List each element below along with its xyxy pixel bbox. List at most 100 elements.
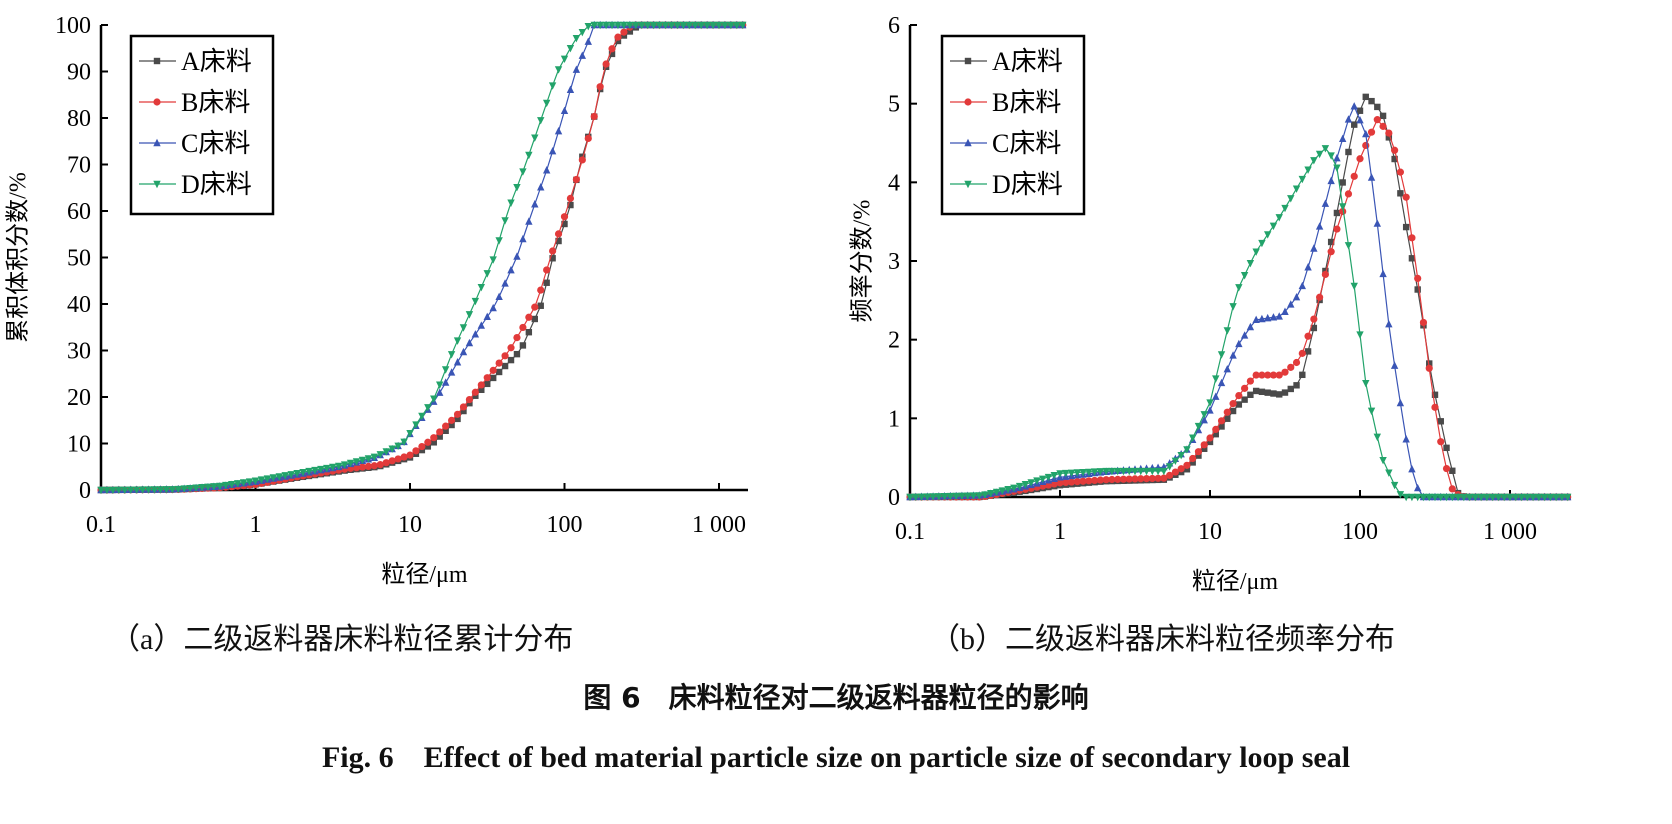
legend-label: C床料 — [992, 129, 1061, 158]
data-point-marker — [1517, 493, 1526, 502]
data-point-marker — [578, 156, 586, 164]
data-point-marker — [1298, 349, 1306, 357]
data-point-marker — [906, 493, 914, 502]
data-point-marker — [513, 350, 521, 358]
data-point-marker — [542, 99, 551, 108]
data-point-marker — [1189, 454, 1197, 463]
data-point-marker — [1298, 175, 1307, 184]
data-point-marker — [1281, 307, 1289, 315]
data-point-marker — [484, 380, 491, 388]
legend-label: A床料 — [181, 47, 252, 76]
data-point-marker — [495, 292, 503, 301]
data-point-marker — [441, 378, 450, 386]
data-point-marker — [471, 388, 479, 396]
data-point-marker — [1310, 157, 1318, 165]
data-point-marker — [1275, 312, 1283, 320]
data-point-marker — [1217, 417, 1226, 425]
data-point-marker — [489, 374, 497, 382]
data-point-marker — [364, 462, 373, 471]
data-point-marker — [1299, 371, 1306, 379]
data-point-marker — [1258, 371, 1266, 379]
data-point-marker — [1148, 474, 1156, 483]
data-point-marker — [1396, 398, 1405, 407]
data-point-marker — [1125, 475, 1133, 483]
data-point-marker — [531, 315, 538, 323]
data-point-marker — [1408, 234, 1416, 242]
data-point-marker — [584, 37, 592, 45]
data-point-marker — [495, 237, 503, 245]
data-point-marker — [115, 486, 123, 495]
data-point-marker — [1402, 435, 1410, 443]
data-point-marker — [1425, 493, 1433, 502]
data-point-marker — [453, 358, 462, 366]
data-point-marker — [531, 303, 539, 311]
legend-marker — [964, 57, 972, 65]
data-point-marker — [1431, 403, 1439, 411]
legend-marker — [153, 57, 161, 65]
data-point-marker — [1373, 116, 1381, 124]
data-point-marker — [1160, 467, 1168, 476]
data-point-marker — [525, 313, 533, 321]
y-tick-label: 6 — [888, 13, 900, 39]
data-point-marker — [923, 493, 932, 501]
data-point-marker — [1131, 475, 1139, 483]
data-point-marker — [198, 484, 206, 492]
data-point-marker — [1229, 303, 1237, 311]
data-point-marker — [1391, 146, 1399, 154]
data-point-marker — [590, 112, 598, 121]
data-point-marker — [1292, 185, 1301, 193]
data-point-marker — [1137, 475, 1145, 483]
data-point-marker — [1292, 358, 1301, 367]
data-point-marker — [584, 22, 592, 31]
data-point-marker — [465, 311, 474, 319]
data-point-marker — [477, 381, 485, 389]
data-point-marker — [513, 333, 521, 342]
data-point-marker — [561, 220, 568, 228]
legend-label: B床料 — [992, 88, 1061, 117]
data-point-marker — [1050, 480, 1058, 488]
data-point-marker — [1321, 270, 1329, 279]
data-point-marker — [519, 323, 527, 332]
data-point-marker — [1229, 351, 1237, 359]
data-point-marker — [1338, 203, 1347, 211]
data-point-marker — [1212, 392, 1220, 400]
data-point-marker — [483, 374, 491, 382]
data-point-marker — [1310, 315, 1318, 323]
data-point-marker — [1460, 493, 1468, 502]
y-tick-label: 30 — [67, 339, 91, 365]
data-point-marker — [269, 474, 278, 482]
x-tick-label: 0.1 — [86, 512, 116, 538]
legend-marker — [153, 138, 161, 147]
data-point-marker — [1218, 423, 1225, 430]
data-point-marker — [614, 37, 622, 45]
data-point-marker — [969, 492, 978, 500]
data-point-marker — [1344, 242, 1353, 250]
data-point-marker — [1085, 477, 1093, 485]
data-point-marker — [572, 34, 581, 43]
data-point-marker — [1494, 493, 1503, 502]
data-point-marker — [554, 126, 563, 135]
data-point-marker — [1396, 491, 1405, 499]
data-point-marker — [935, 493, 943, 501]
data-point-marker — [614, 33, 622, 41]
data-point-marker — [1108, 475, 1116, 484]
data-point-marker — [1154, 467, 1162, 476]
data-point-marker — [1189, 459, 1196, 466]
data-point-marker — [1142, 467, 1151, 476]
data-point-marker — [1201, 445, 1208, 452]
data-point-marker — [442, 422, 450, 430]
data-point-marker — [257, 476, 266, 484]
data-point-marker — [1419, 318, 1428, 327]
data-point-marker — [952, 492, 960, 501]
data-point-marker — [1287, 300, 1295, 308]
data-point-marker — [1298, 281, 1307, 290]
data-point-marker — [685, 21, 693, 30]
data-point-marker — [596, 21, 604, 30]
data-point-marker — [531, 134, 539, 142]
data-point-marker — [317, 465, 325, 474]
data-point-marker — [1379, 456, 1387, 465]
data-point-marker — [543, 279, 550, 286]
data-point-marker — [334, 462, 343, 471]
data-point-marker — [1443, 444, 1450, 452]
data-point-marker — [1096, 476, 1104, 484]
